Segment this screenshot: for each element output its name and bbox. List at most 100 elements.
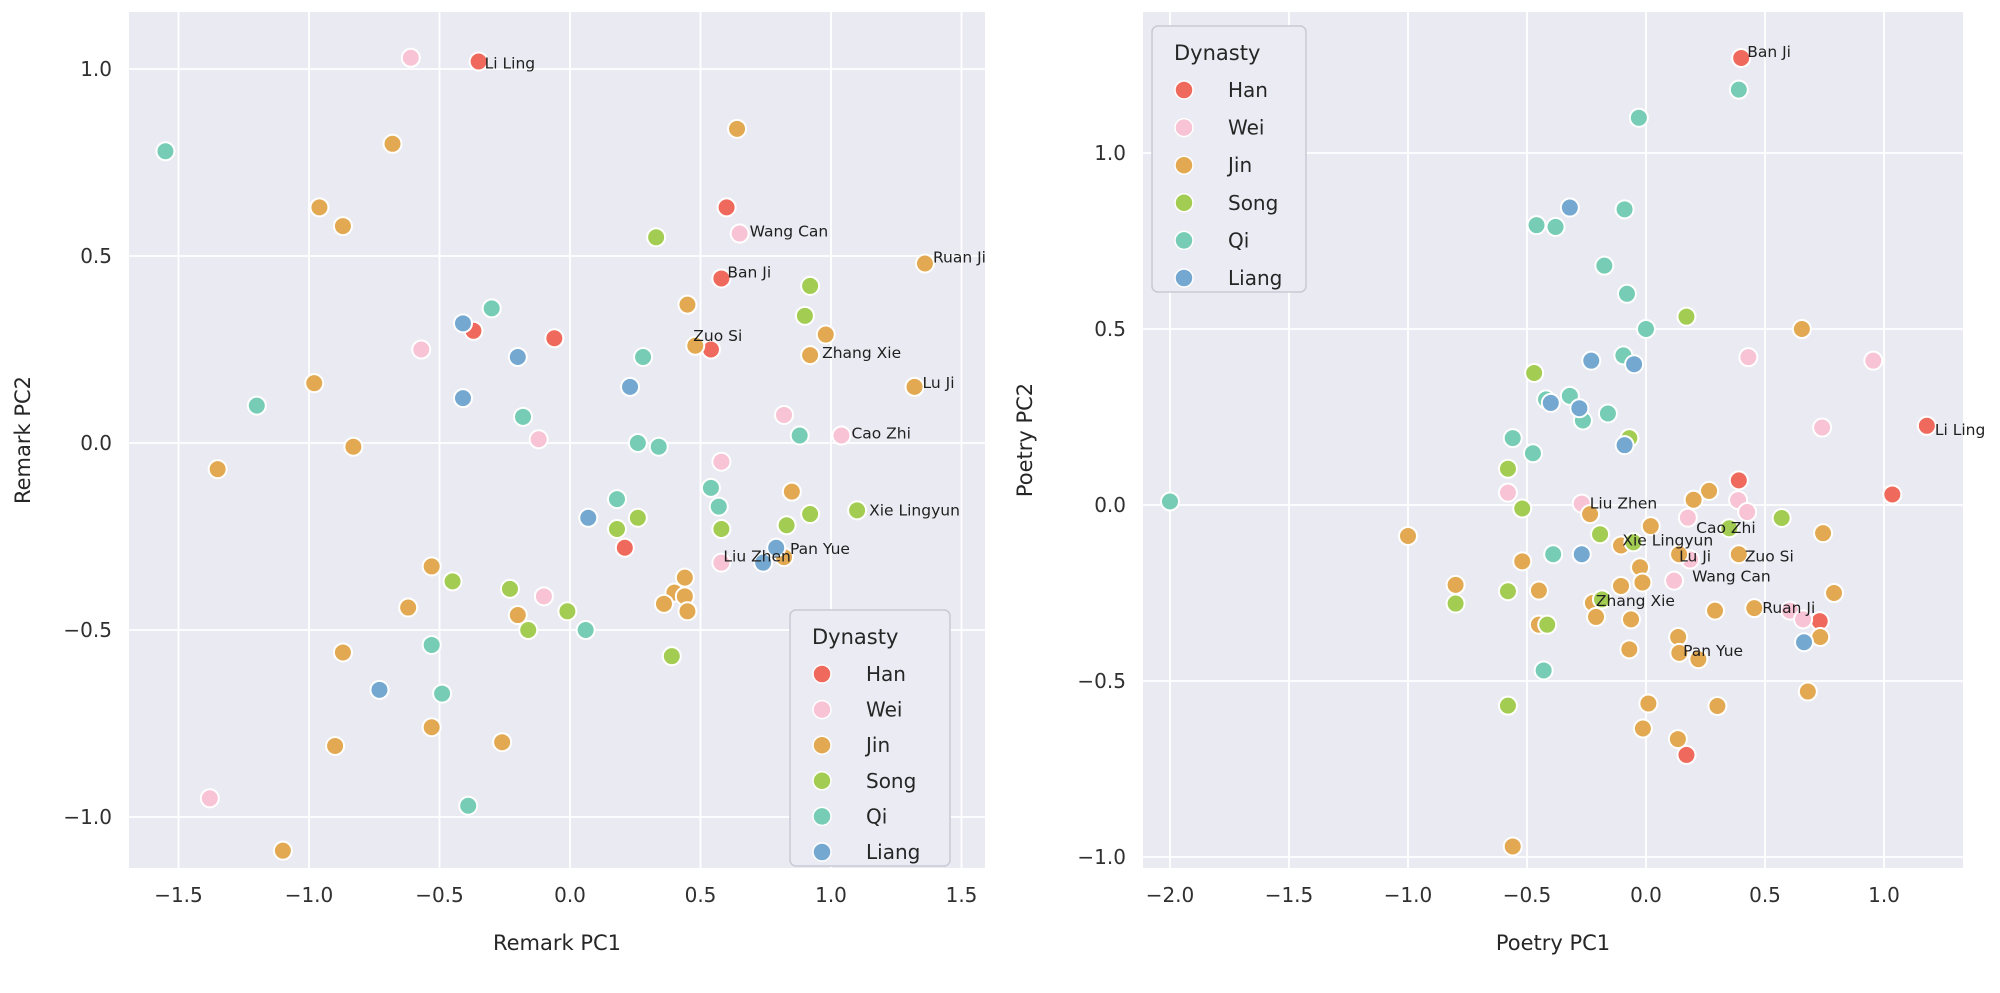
legend-marker-liang [812, 842, 832, 862]
data-point-wei [729, 223, 750, 244]
point-label: Xie Lingyun [1622, 531, 1713, 549]
data-point-qi [575, 620, 596, 640]
data-point-wei [1863, 350, 1884, 371]
data-point-song [499, 578, 520, 599]
data-point-wei [774, 404, 795, 425]
series-liang [369, 313, 787, 700]
legend-marker-han [812, 664, 832, 684]
data-point-jin [677, 294, 698, 315]
point-label: Liu Zhen [1590, 495, 1658, 513]
data-point-qi [481, 298, 502, 319]
data-point-jin [1669, 544, 1690, 565]
data-point-wei [1812, 417, 1833, 438]
data-point-jin [1528, 580, 1549, 601]
legend-label-liang: Liang [1228, 266, 1282, 290]
point-label: Ban Ji [727, 263, 771, 281]
data-point-qi [1594, 255, 1615, 276]
legend-label-jin: Jin [1226, 153, 1252, 177]
data-point-jin [1824, 583, 1845, 603]
data-point-wei [1664, 570, 1685, 591]
data-point-liang [452, 388, 473, 409]
legend-marker-jin [812, 735, 832, 755]
data-point-jin [1705, 600, 1726, 621]
point-label: Li Ling [485, 55, 535, 73]
legend-label-jin: Jin [864, 733, 890, 757]
data-point-jin [492, 732, 513, 753]
data-point-wei [528, 429, 549, 450]
data-point-han [544, 328, 565, 349]
x-tick-label: 1.0 [815, 883, 847, 907]
data-point-jin [1667, 729, 1688, 750]
data-point-jin [800, 345, 821, 366]
y-tick-label: 0.5 [80, 244, 112, 268]
y-tick-label: −1.0 [1077, 845, 1126, 869]
data-point-song [711, 519, 732, 540]
x-tick-label: −0.5 [415, 883, 464, 907]
data-point-qi [1545, 216, 1566, 237]
data-point-song [1676, 306, 1697, 327]
data-point-han [614, 537, 635, 558]
x-tick-label: 0.0 [554, 883, 586, 907]
series-song [1445, 306, 1792, 716]
point-label: Cao Zhi [851, 425, 910, 443]
series-song [442, 227, 868, 667]
data-point-song [1623, 532, 1644, 553]
series-qi [1160, 79, 1749, 681]
legend-marker-han [1174, 80, 1194, 100]
data-point-song [1445, 593, 1466, 614]
x-tick-label: −2.0 [1146, 883, 1195, 907]
data-point-song [1771, 508, 1792, 529]
point-label: Ruan Ji [933, 248, 986, 266]
x-axis-label: Remark PC1 [493, 931, 621, 955]
point-label: Xie Lingyun [869, 501, 960, 519]
data-point-jin [1813, 523, 1834, 544]
data-point-qi [1543, 544, 1564, 565]
x-tick-label: −1.5 [154, 883, 203, 907]
y-tick-label: 0.5 [1094, 317, 1126, 341]
series-liang [1540, 197, 1815, 653]
point-label: Zuo Si [693, 327, 742, 345]
data-point-liang [1581, 350, 1602, 371]
x-tick-label: −1.0 [285, 883, 334, 907]
data-point-jin [1638, 693, 1659, 714]
x-tick-label: −1.0 [1384, 883, 1433, 907]
data-point-jin [332, 642, 353, 663]
data-point-jin [1586, 606, 1607, 627]
data-point-wei [1497, 482, 1518, 503]
data-point-liang [1540, 392, 1561, 413]
y-tick-label: −0.5 [63, 618, 112, 642]
point-label: Cao Zhi [1696, 519, 1755, 537]
data-point-qi [789, 425, 810, 446]
legend-marker-qi [1174, 230, 1194, 251]
legend-marker-liang [1174, 268, 1194, 288]
data-point-jin [1707, 695, 1728, 716]
legend-label-han: Han [1228, 78, 1268, 102]
legend-marker-song [812, 771, 832, 791]
data-point-song [442, 571, 463, 592]
series-wei [199, 47, 852, 809]
data-point-liang [753, 552, 774, 573]
data-point-han [1916, 415, 1937, 436]
x-tick-label: 0.5 [1749, 883, 1781, 907]
data-point-jin [781, 481, 802, 502]
data-point-jin [1688, 649, 1709, 670]
data-point-jin [1699, 480, 1720, 501]
data-point-liang [507, 346, 528, 367]
data-point-song [776, 515, 797, 536]
data-point-jin [207, 459, 228, 480]
legend-label-liang: Liang [866, 840, 920, 864]
data-point-song [1719, 518, 1740, 539]
data-point-qi [246, 395, 267, 416]
legend-marker-song [1174, 193, 1194, 213]
y-tick-label: 1.0 [80, 57, 112, 81]
legend-title: Dynasty [812, 625, 898, 649]
data-point-liang [1794, 632, 1815, 653]
legend-label-wei: Wei [1228, 116, 1264, 140]
data-point-han [711, 268, 732, 289]
data-point-jin [914, 253, 935, 274]
data-point-qi [633, 346, 654, 367]
data-point-wei [533, 586, 554, 607]
data-point-jin [1512, 551, 1533, 572]
data-point-liang [1624, 354, 1645, 375]
data-point-liang [620, 376, 641, 397]
